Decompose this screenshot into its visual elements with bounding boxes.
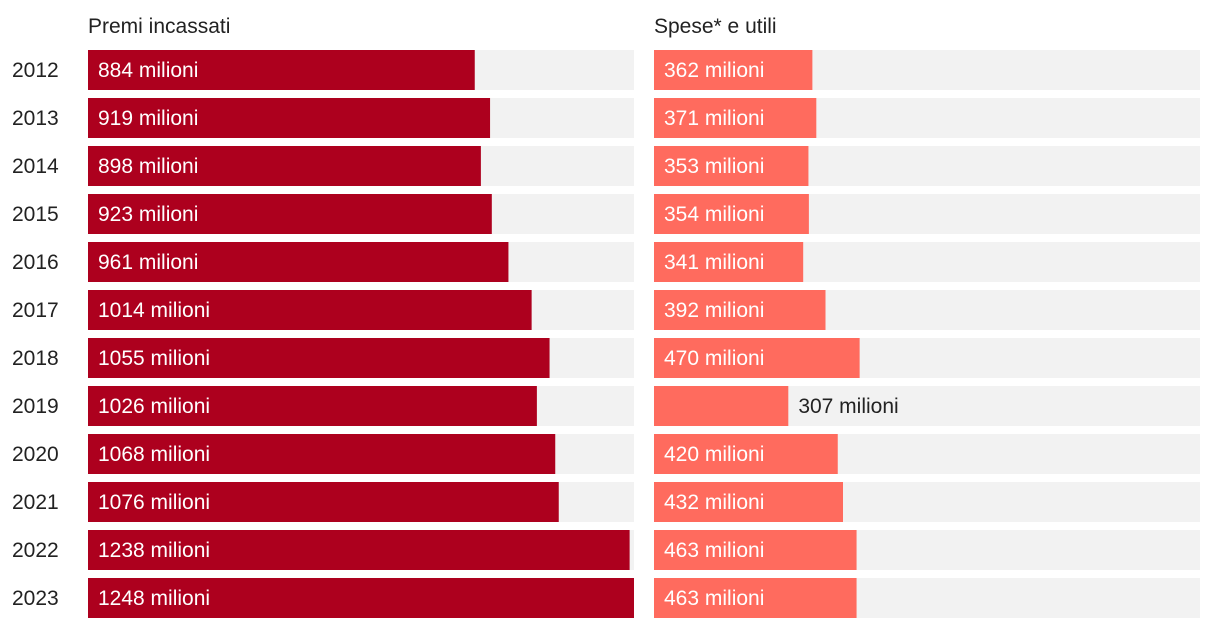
bar — [88, 578, 634, 618]
data-label: 371 milioni — [664, 107, 764, 130]
bar — [654, 146, 809, 186]
year-label: 2014 — [12, 155, 59, 178]
data-label: 341 milioni — [664, 251, 764, 274]
bar — [654, 98, 817, 138]
bar — [654, 434, 838, 474]
bar — [88, 146, 481, 186]
data-label: 1026 milioni — [98, 395, 210, 418]
year-label: 2021 — [12, 491, 59, 514]
bar — [88, 98, 491, 138]
year-label: 2013 — [12, 107, 59, 130]
data-label: 353 milioni — [664, 155, 764, 178]
column-title-premi: Premi incassati — [88, 15, 230, 38]
data-label: 463 milioni — [664, 539, 764, 562]
year-label: 2012 — [12, 59, 59, 82]
data-label: 420 milioni — [664, 443, 764, 466]
year-label: 2019 — [12, 395, 59, 418]
year-label: 2018 — [12, 347, 59, 370]
data-label: 1076 milioni — [98, 491, 210, 514]
bar — [654, 194, 809, 234]
year-label: 2016 — [12, 251, 59, 274]
data-label: 898 milioni — [98, 155, 198, 178]
column-title-spese: Spese* e utili — [654, 15, 777, 38]
data-label: 1248 milioni — [98, 587, 210, 610]
bar — [654, 386, 789, 426]
year-label: 2023 — [12, 587, 59, 610]
bar — [88, 338, 550, 378]
bar — [654, 50, 813, 90]
data-label: 884 milioni — [98, 59, 198, 82]
bar — [88, 50, 475, 90]
bar — [654, 482, 843, 522]
data-label: 392 milioni — [664, 299, 764, 322]
data-label: 919 milioni — [98, 107, 198, 130]
bar — [88, 386, 537, 426]
bar — [88, 290, 532, 330]
bar — [88, 482, 559, 522]
data-label: 1068 milioni — [98, 443, 210, 466]
chart-rows: 2012 884 milioni 362 milioni 2013 919 milion… — [12, 50, 1200, 618]
data-label: 354 milioni — [664, 203, 764, 226]
year-label: 2015 — [12, 203, 59, 226]
year-label: 2022 — [12, 539, 59, 562]
data-label: 362 milioni — [664, 59, 764, 82]
bar — [654, 338, 860, 378]
data-label: 1238 milioni — [98, 539, 210, 562]
year-label: 2017 — [12, 299, 59, 322]
data-label: 470 milioni — [664, 347, 764, 370]
bar — [88, 530, 630, 570]
bar — [654, 530, 857, 570]
data-label: 463 milioni — [664, 587, 764, 610]
bar — [88, 434, 556, 474]
bar — [654, 290, 826, 330]
data-label: 1055 milioni — [98, 347, 210, 370]
data-label: 961 milioni — [98, 251, 198, 274]
data-label: 432 milioni — [664, 491, 764, 514]
data-label: 307 milioni — [798, 395, 898, 418]
data-label: 923 milioni — [98, 203, 198, 226]
data-label: 1014 milioni — [98, 299, 210, 322]
bar — [88, 194, 492, 234]
bar — [654, 578, 857, 618]
bar — [654, 242, 804, 282]
year-label: 2020 — [12, 443, 59, 466]
bar — [88, 242, 509, 282]
